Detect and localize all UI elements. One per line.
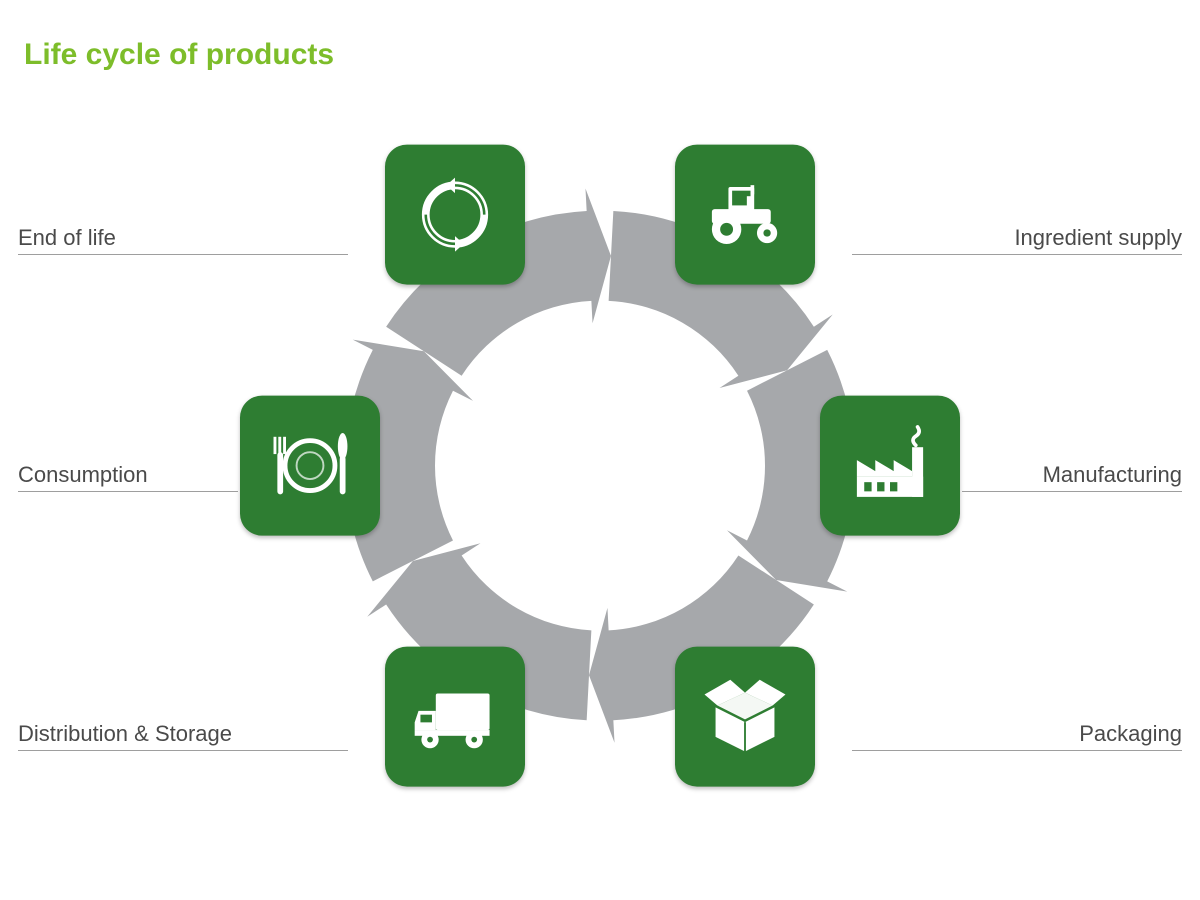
label-text: Manufacturing — [1043, 462, 1182, 490]
node-manufacturing — [820, 396, 960, 536]
recycle-icon — [412, 171, 498, 257]
plate-icon — [262, 418, 358, 514]
label-text: Ingredient supply — [1014, 225, 1182, 253]
label-underline — [18, 491, 238, 492]
node-end-of-life — [385, 144, 525, 284]
factory-icon — [844, 420, 936, 512]
label-text: End of life — [18, 225, 116, 253]
label-underline — [18, 750, 348, 751]
node-consumption — [240, 396, 380, 536]
node-packaging — [675, 647, 815, 787]
label-underline — [962, 491, 1182, 492]
label-distribution: Distribution & Storage — [18, 719, 348, 749]
label-underline — [18, 254, 348, 255]
label-consumption: Consumption — [18, 460, 238, 490]
label-text: Distribution & Storage — [18, 721, 232, 749]
tractor-icon — [699, 168, 791, 260]
label-end-of-life: End of life — [18, 223, 348, 253]
node-distribution — [385, 647, 525, 787]
node-ingredient-supply — [675, 144, 815, 284]
label-underline — [852, 254, 1182, 255]
label-text: Consumption — [18, 462, 148, 490]
label-ingredient-supply: Ingredient supply — [852, 223, 1182, 253]
label-manufacturing: Manufacturing — [962, 460, 1182, 490]
page-title: Life cycle of products — [24, 38, 334, 72]
label-underline — [852, 750, 1182, 751]
label-packaging: Packaging — [852, 719, 1182, 749]
box-icon — [699, 671, 791, 763]
truck-icon — [407, 669, 503, 765]
label-text: Packaging — [1079, 721, 1182, 749]
